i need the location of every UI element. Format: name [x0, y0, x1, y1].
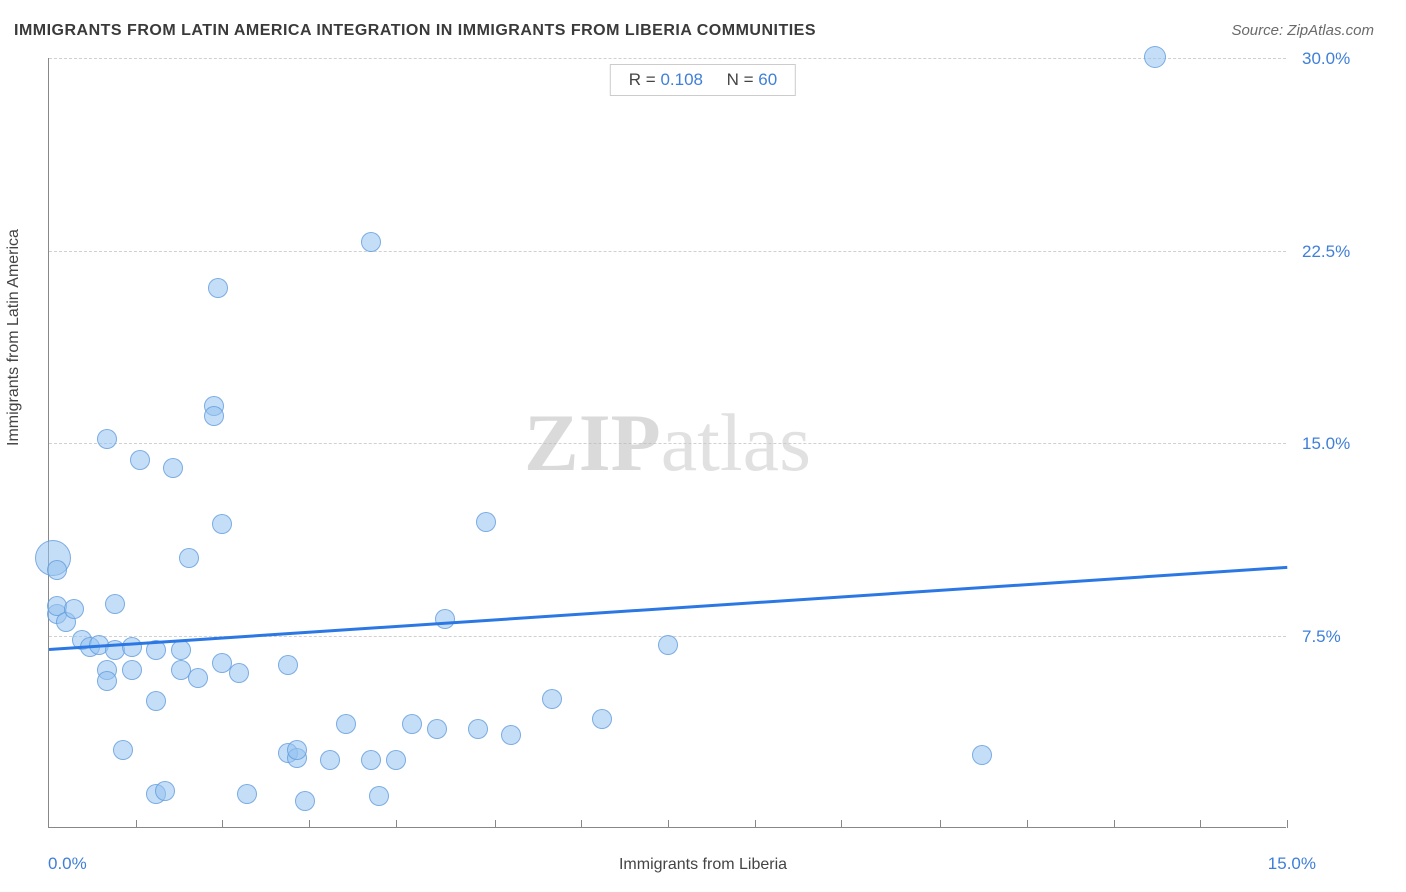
stats-box: R = 0.108 N = 60 [610, 64, 796, 96]
scatter-point [278, 655, 298, 675]
scatter-plot-area: ZIPatlas [48, 58, 1286, 828]
watermark-rest: atlas [661, 397, 811, 488]
scatter-point [212, 514, 232, 534]
scatter-point [97, 671, 117, 691]
gridline-h [49, 251, 1286, 252]
scatter-point [105, 594, 125, 614]
x-tick-mark [495, 820, 496, 828]
scatter-point [592, 709, 612, 729]
scatter-point [163, 458, 183, 478]
scatter-point [179, 548, 199, 568]
scatter-point [386, 750, 406, 770]
scatter-point [47, 560, 67, 580]
scatter-point [369, 786, 389, 806]
scatter-point [402, 714, 422, 734]
scatter-point [361, 750, 381, 770]
r-value: 0.108 [660, 70, 703, 89]
x-tick-mark [309, 820, 310, 828]
scatter-point [542, 689, 562, 709]
scatter-point [287, 740, 307, 760]
scatter-point [427, 719, 447, 739]
scatter-point [295, 791, 315, 811]
scatter-point [122, 637, 142, 657]
scatter-point [361, 232, 381, 252]
scatter-point [229, 663, 249, 683]
scatter-point [113, 740, 133, 760]
scatter-point [155, 781, 175, 801]
x-tick-mark [136, 820, 137, 828]
y-tick-label: 7.5% [1302, 627, 1341, 647]
scatter-point [336, 714, 356, 734]
scatter-point [130, 450, 150, 470]
x-tick-mark [755, 820, 756, 828]
scatter-point [435, 609, 455, 629]
scatter-point [237, 784, 257, 804]
x-tick-min: 0.0% [48, 854, 87, 874]
r-label: R = [629, 70, 661, 89]
gridline-h [49, 443, 1286, 444]
x-tick-mark [668, 820, 669, 828]
scatter-point [658, 635, 678, 655]
scatter-point [1144, 46, 1166, 68]
y-tick-label: 30.0% [1302, 49, 1350, 69]
scatter-point [204, 406, 224, 426]
scatter-point [208, 278, 228, 298]
y-axis-label: Immigrants from Latin America [5, 229, 23, 446]
n-label: N = [727, 70, 759, 89]
source-attribution: Source: ZipAtlas.com [1231, 22, 1374, 39]
x-tick-mark [396, 820, 397, 828]
scatter-point [320, 750, 340, 770]
scatter-point [97, 429, 117, 449]
y-tick-label: 15.0% [1302, 434, 1350, 454]
scatter-point [171, 640, 191, 660]
scatter-point [468, 719, 488, 739]
watermark-bold: ZIP [524, 397, 661, 488]
scatter-point [188, 668, 208, 688]
scatter-point [64, 599, 84, 619]
x-tick-mark [1287, 820, 1288, 828]
scatter-point [972, 745, 992, 765]
x-tick-mark [1027, 820, 1028, 828]
y-tick-label: 22.5% [1302, 242, 1350, 262]
scatter-point [146, 691, 166, 711]
x-tick-mark [581, 820, 582, 828]
scatter-point [122, 660, 142, 680]
x-tick-mark [222, 820, 223, 828]
x-tick-mark [940, 820, 941, 828]
chart-title: IMMIGRANTS FROM LATIN AMERICA INTEGRATIO… [14, 22, 816, 40]
scatter-point [501, 725, 521, 745]
x-tick-mark [1114, 820, 1115, 828]
n-value: 60 [758, 70, 777, 89]
scatter-point [476, 512, 496, 532]
x-tick-mark [841, 820, 842, 828]
x-tick-mark [1200, 820, 1201, 828]
x-tick-max: 15.0% [1268, 854, 1316, 874]
x-axis-label: Immigrants from Liberia [619, 856, 787, 874]
gridline-h [49, 58, 1286, 59]
